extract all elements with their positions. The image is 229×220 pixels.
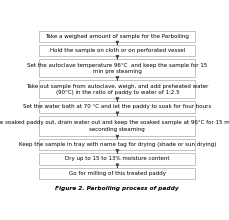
FancyBboxPatch shape: [39, 153, 195, 165]
FancyBboxPatch shape: [39, 31, 195, 42]
Text: Take a weighed amount of sample for the Parboiling: Take a weighed amount of sample for the …: [45, 34, 189, 39]
FancyBboxPatch shape: [39, 139, 195, 150]
Text: Take out sample from autoclave, weigh, and add preheated water
(90°C) in the rat: Take out sample from autoclave, weigh, a…: [26, 84, 209, 95]
FancyBboxPatch shape: [39, 45, 195, 56]
Text: Keep the sample in tray with name tag for drying (shade or sun drying): Keep the sample in tray with name tag fo…: [19, 142, 216, 147]
Text: Figure 2. Parboiling process of paddy: Figure 2. Parboiling process of paddy: [55, 186, 179, 191]
FancyBboxPatch shape: [39, 80, 195, 98]
Text: Set the autoclave temperature 96°C  and keep the sample for 15
min pre steaming: Set the autoclave temperature 96°C and k…: [27, 62, 207, 74]
FancyBboxPatch shape: [39, 116, 195, 136]
Text: Dry up to 15 to 13% moisture content: Dry up to 15 to 13% moisture content: [65, 156, 170, 161]
Text: Go for milling of this treated paddy: Go for milling of this treated paddy: [69, 171, 166, 176]
FancyBboxPatch shape: [39, 101, 195, 113]
Text: Set the water bath at 70 °C and let the paddy to soak for four hours: Set the water bath at 70 °C and let the …: [23, 104, 212, 110]
Text: Take soaked paddy out, drain water out and keep the soaked sample at 96°C for 15: Take soaked paddy out, drain water out a…: [0, 120, 229, 132]
Text: Hold the sample on cloth or on perforated vessel: Hold the sample on cloth or on perforate…: [50, 48, 185, 53]
FancyBboxPatch shape: [39, 168, 195, 179]
FancyBboxPatch shape: [39, 59, 195, 77]
